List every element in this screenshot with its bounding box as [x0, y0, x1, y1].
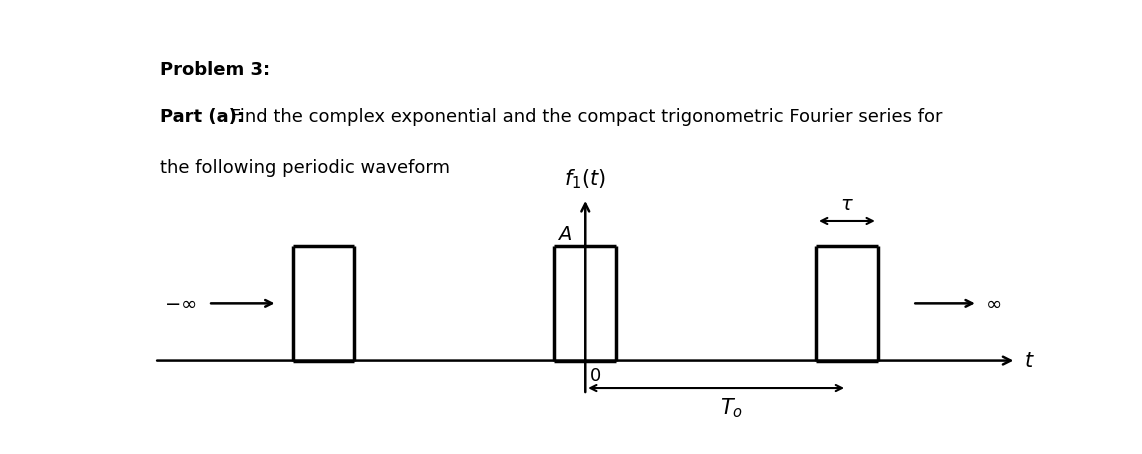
Text: $T_o$: $T_o$: [719, 396, 743, 419]
Text: $\infty$: $\infty$: [986, 294, 1002, 313]
Text: $A$: $A$: [557, 225, 572, 244]
Text: $-\infty$: $-\infty$: [164, 294, 196, 313]
Text: Problem 3:: Problem 3:: [160, 61, 271, 79]
Text: the following periodic waveform: the following periodic waveform: [160, 159, 450, 178]
Text: $f_1(t)$: $f_1(t)$: [564, 168, 606, 191]
Text: Find the complex exponential and the compact trigonometric Fourier series for: Find the complex exponential and the com…: [225, 108, 942, 126]
Text: $\tau$: $\tau$: [841, 195, 854, 214]
Text: Part (a):: Part (a):: [160, 108, 244, 126]
Text: $0$: $0$: [589, 367, 601, 385]
Text: $t$: $t$: [1024, 350, 1035, 370]
